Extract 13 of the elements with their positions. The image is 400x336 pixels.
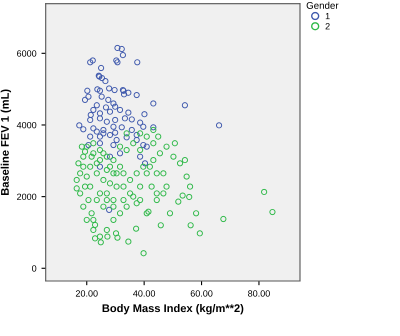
legend-title: Gender	[306, 2, 338, 9]
x-tick-label: 80.00	[248, 290, 270, 297]
y-axis-title: Baseline FEV 1 (mL)	[0, 89, 12, 196]
legend-label: 2	[326, 23, 330, 30]
x-axis-title: Body Mass Index (kg/m**2)	[102, 304, 244, 314]
y-tick-label: 0	[32, 265, 36, 272]
legend-label: 1	[326, 12, 330, 20]
y-tick-label: 2000	[17, 194, 36, 200]
x-tick-label: 40.00	[133, 290, 156, 297]
y-tick-label: 6000	[17, 50, 36, 57]
y-tick-label: 4000	[16, 122, 36, 128]
x-tick-label: 60.00	[190, 290, 212, 297]
x-tick-label: 20.00	[76, 290, 98, 297]
